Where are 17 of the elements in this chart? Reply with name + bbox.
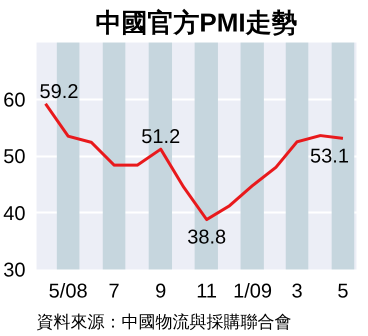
y-tick-label: 30 — [3, 260, 26, 282]
y-tick-label: 60 — [3, 89, 26, 112]
x-tick-label: 5/08 — [48, 280, 88, 302]
y-tick-label: 40 — [3, 202, 26, 225]
data-label: 53.1 — [310, 145, 349, 168]
y-tick-label: 50 — [3, 146, 26, 168]
x-tick-label: 5 — [337, 280, 349, 302]
data-label: 51.2 — [141, 126, 180, 148]
x-tick-label: 11 — [196, 280, 218, 302]
x-tick-label: 9 — [155, 280, 166, 302]
x-tick-label: 3 — [291, 280, 303, 302]
data-label: 59.2 — [40, 80, 78, 103]
x-tick-label: 1/09 — [233, 280, 272, 302]
chart-title: 中國官方PMI走勢 — [95, 8, 298, 38]
source-note: 資料來源：中國物流與採購聯合會 — [36, 312, 292, 332]
data-label: 38.8 — [187, 226, 226, 249]
x-tick-label: 7 — [108, 280, 120, 302]
